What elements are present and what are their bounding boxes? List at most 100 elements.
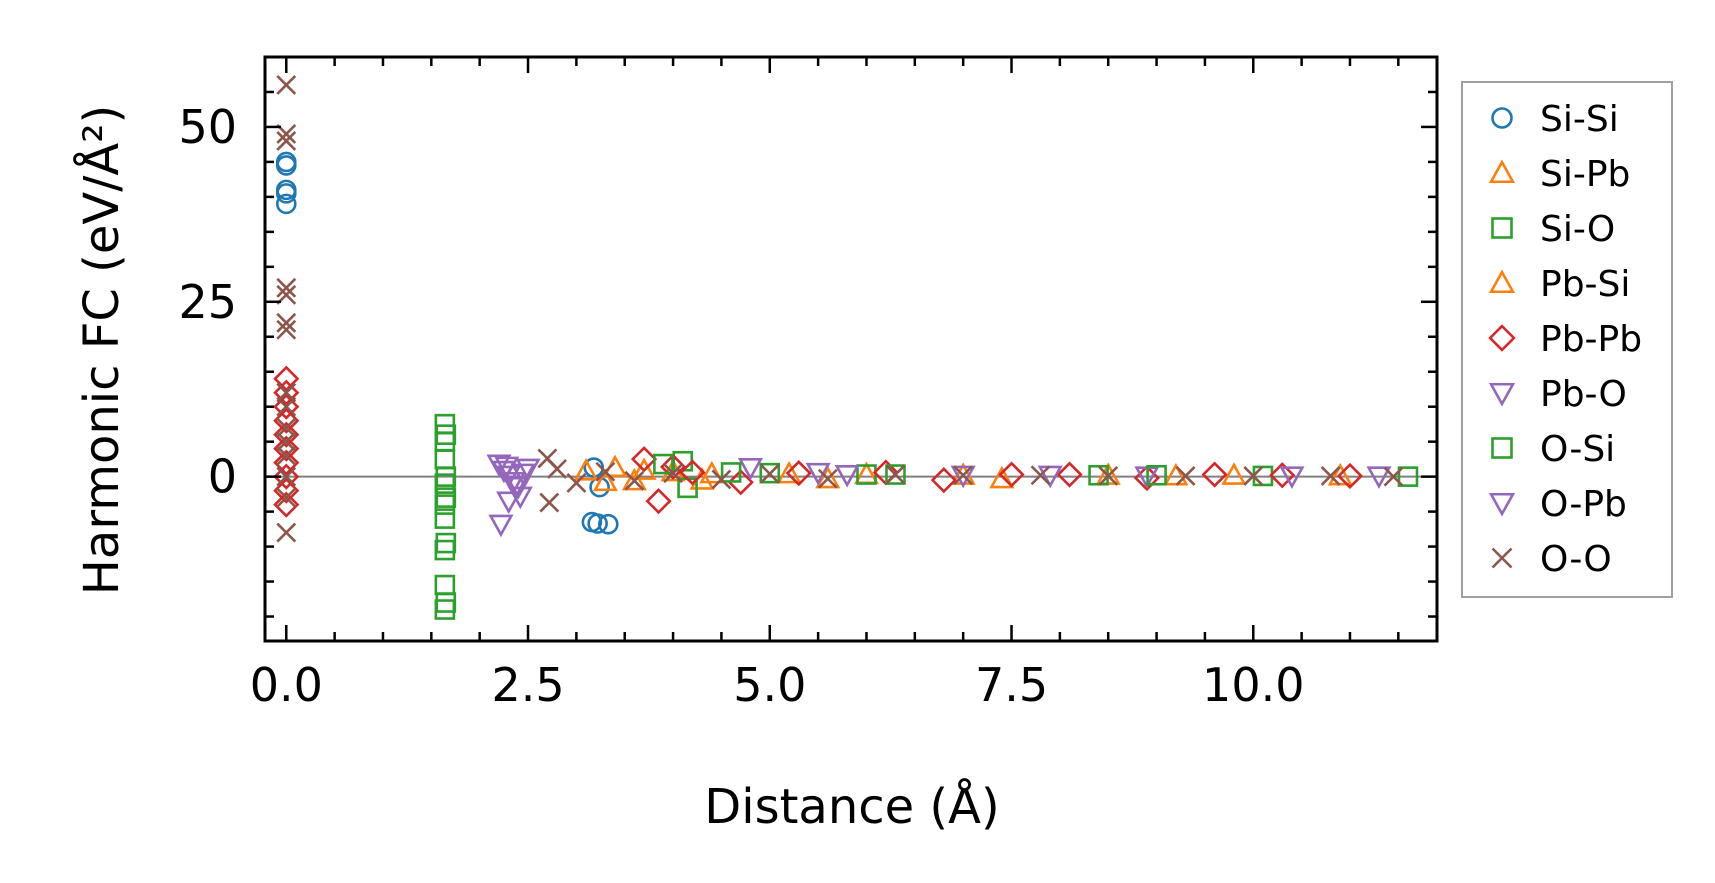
data-point xyxy=(1098,466,1119,486)
data-point xyxy=(1221,462,1247,485)
data-point xyxy=(435,424,457,445)
data-point-stroke-b xyxy=(276,417,297,438)
data-point-stroke-b xyxy=(276,382,297,403)
data-point-stroke-b xyxy=(1320,466,1341,486)
y-tick-label: 25 xyxy=(178,275,237,329)
data-point xyxy=(434,494,456,515)
legend-marker xyxy=(1488,269,1516,294)
data-point-stroke-b xyxy=(276,75,297,95)
data-point-stroke-b xyxy=(537,448,558,469)
data-point xyxy=(273,365,300,392)
x-tick-label: 10.0 xyxy=(1202,658,1304,712)
axes: 0.0 2.5 5.0 7.5 10.0 0 25 50 xyxy=(178,55,1439,712)
data-point xyxy=(1279,466,1305,489)
data-point xyxy=(1269,462,1296,489)
data-point xyxy=(587,513,608,534)
data-point xyxy=(276,312,297,333)
data-point-stroke-b xyxy=(539,492,560,513)
data-point xyxy=(275,155,297,176)
data-point xyxy=(624,470,645,491)
series-pb-pb xyxy=(273,365,1364,518)
data-point xyxy=(679,459,706,486)
x-tick-label: 5.0 xyxy=(733,658,806,712)
legend-marker xyxy=(1488,324,1516,352)
data-point xyxy=(1175,466,1196,486)
data-point xyxy=(273,435,300,462)
legend-box xyxy=(1461,81,1673,598)
data-point xyxy=(435,466,457,487)
data-point xyxy=(653,453,674,475)
legend-label: Pb-Si xyxy=(1540,264,1630,305)
legend-item: Si-O xyxy=(1491,209,1615,250)
data-point xyxy=(510,463,536,487)
data-point xyxy=(276,522,297,543)
data-point-stroke-b xyxy=(566,473,587,493)
x-axis-title: Distance (Å) xyxy=(704,778,999,835)
data-point xyxy=(645,488,672,515)
data-point xyxy=(275,193,297,215)
data-point-stroke-b xyxy=(1030,465,1051,486)
data-point xyxy=(547,459,567,479)
data-point xyxy=(276,445,297,466)
legend-label: Pb-O xyxy=(1540,374,1627,415)
data-point xyxy=(434,539,456,561)
legend-label: O-O xyxy=(1540,539,1612,580)
data-point-stroke-b xyxy=(276,431,297,452)
data-point-stroke-b xyxy=(276,487,297,508)
data-point xyxy=(1336,462,1364,490)
data-point xyxy=(273,477,300,504)
data-point xyxy=(435,532,457,554)
legend-marker xyxy=(1491,437,1513,459)
legend-label: Pb-Pb xyxy=(1540,319,1642,360)
data-point xyxy=(503,475,529,499)
data-point-stroke-b xyxy=(953,465,974,486)
legend-label: O-Si xyxy=(1540,429,1615,470)
data-point xyxy=(273,463,300,490)
data-point xyxy=(759,463,780,484)
legend-marker xyxy=(1488,159,1516,184)
data-point xyxy=(435,487,457,508)
data-point xyxy=(631,457,657,480)
data-point xyxy=(737,457,763,481)
legend-marker xyxy=(1491,107,1513,129)
data-point-stroke-b xyxy=(1175,466,1196,486)
legend-label: O-Pb xyxy=(1540,484,1627,525)
legend-marker xyxy=(1488,382,1516,407)
data-point xyxy=(720,462,742,483)
data-point xyxy=(885,464,906,485)
data-point xyxy=(1201,461,1228,488)
data-point xyxy=(597,513,619,535)
data-point xyxy=(998,461,1025,488)
data-point xyxy=(276,466,297,487)
legend-item: Si-Pb xyxy=(1488,154,1630,195)
series-pb-o xyxy=(486,454,1392,538)
legend-marker xyxy=(1491,547,1513,569)
data-point xyxy=(494,456,520,480)
data-point-stroke-b xyxy=(624,470,645,491)
data-point xyxy=(434,448,456,470)
data-point xyxy=(276,431,297,452)
data-point xyxy=(776,460,802,484)
data-point xyxy=(950,465,976,489)
data-point-stroke-b xyxy=(276,466,297,487)
data-point-stroke-b xyxy=(276,312,297,333)
plot-frame xyxy=(263,55,1439,643)
data-point xyxy=(566,473,587,493)
data-point xyxy=(273,379,300,406)
data-point xyxy=(273,407,300,434)
legend: Si-Si Si-Pb Si-O Pb-Si Pb-Pb Pb-O O-Si O-Pb O-O xyxy=(1461,81,1673,598)
data-point xyxy=(434,413,456,435)
y-tick-label: 50 xyxy=(178,100,237,154)
legend-item: O-Pb xyxy=(1488,484,1627,525)
data-point xyxy=(663,463,683,484)
data-point xyxy=(435,592,457,613)
data-point xyxy=(273,491,300,518)
data-point-stroke-b xyxy=(817,468,838,489)
legend-marker xyxy=(1488,492,1516,517)
data-point xyxy=(507,486,533,510)
legend-item: O-Si xyxy=(1491,429,1615,470)
data-point xyxy=(930,467,957,494)
series-o-si xyxy=(435,424,1167,613)
series-o-o xyxy=(276,75,1404,543)
